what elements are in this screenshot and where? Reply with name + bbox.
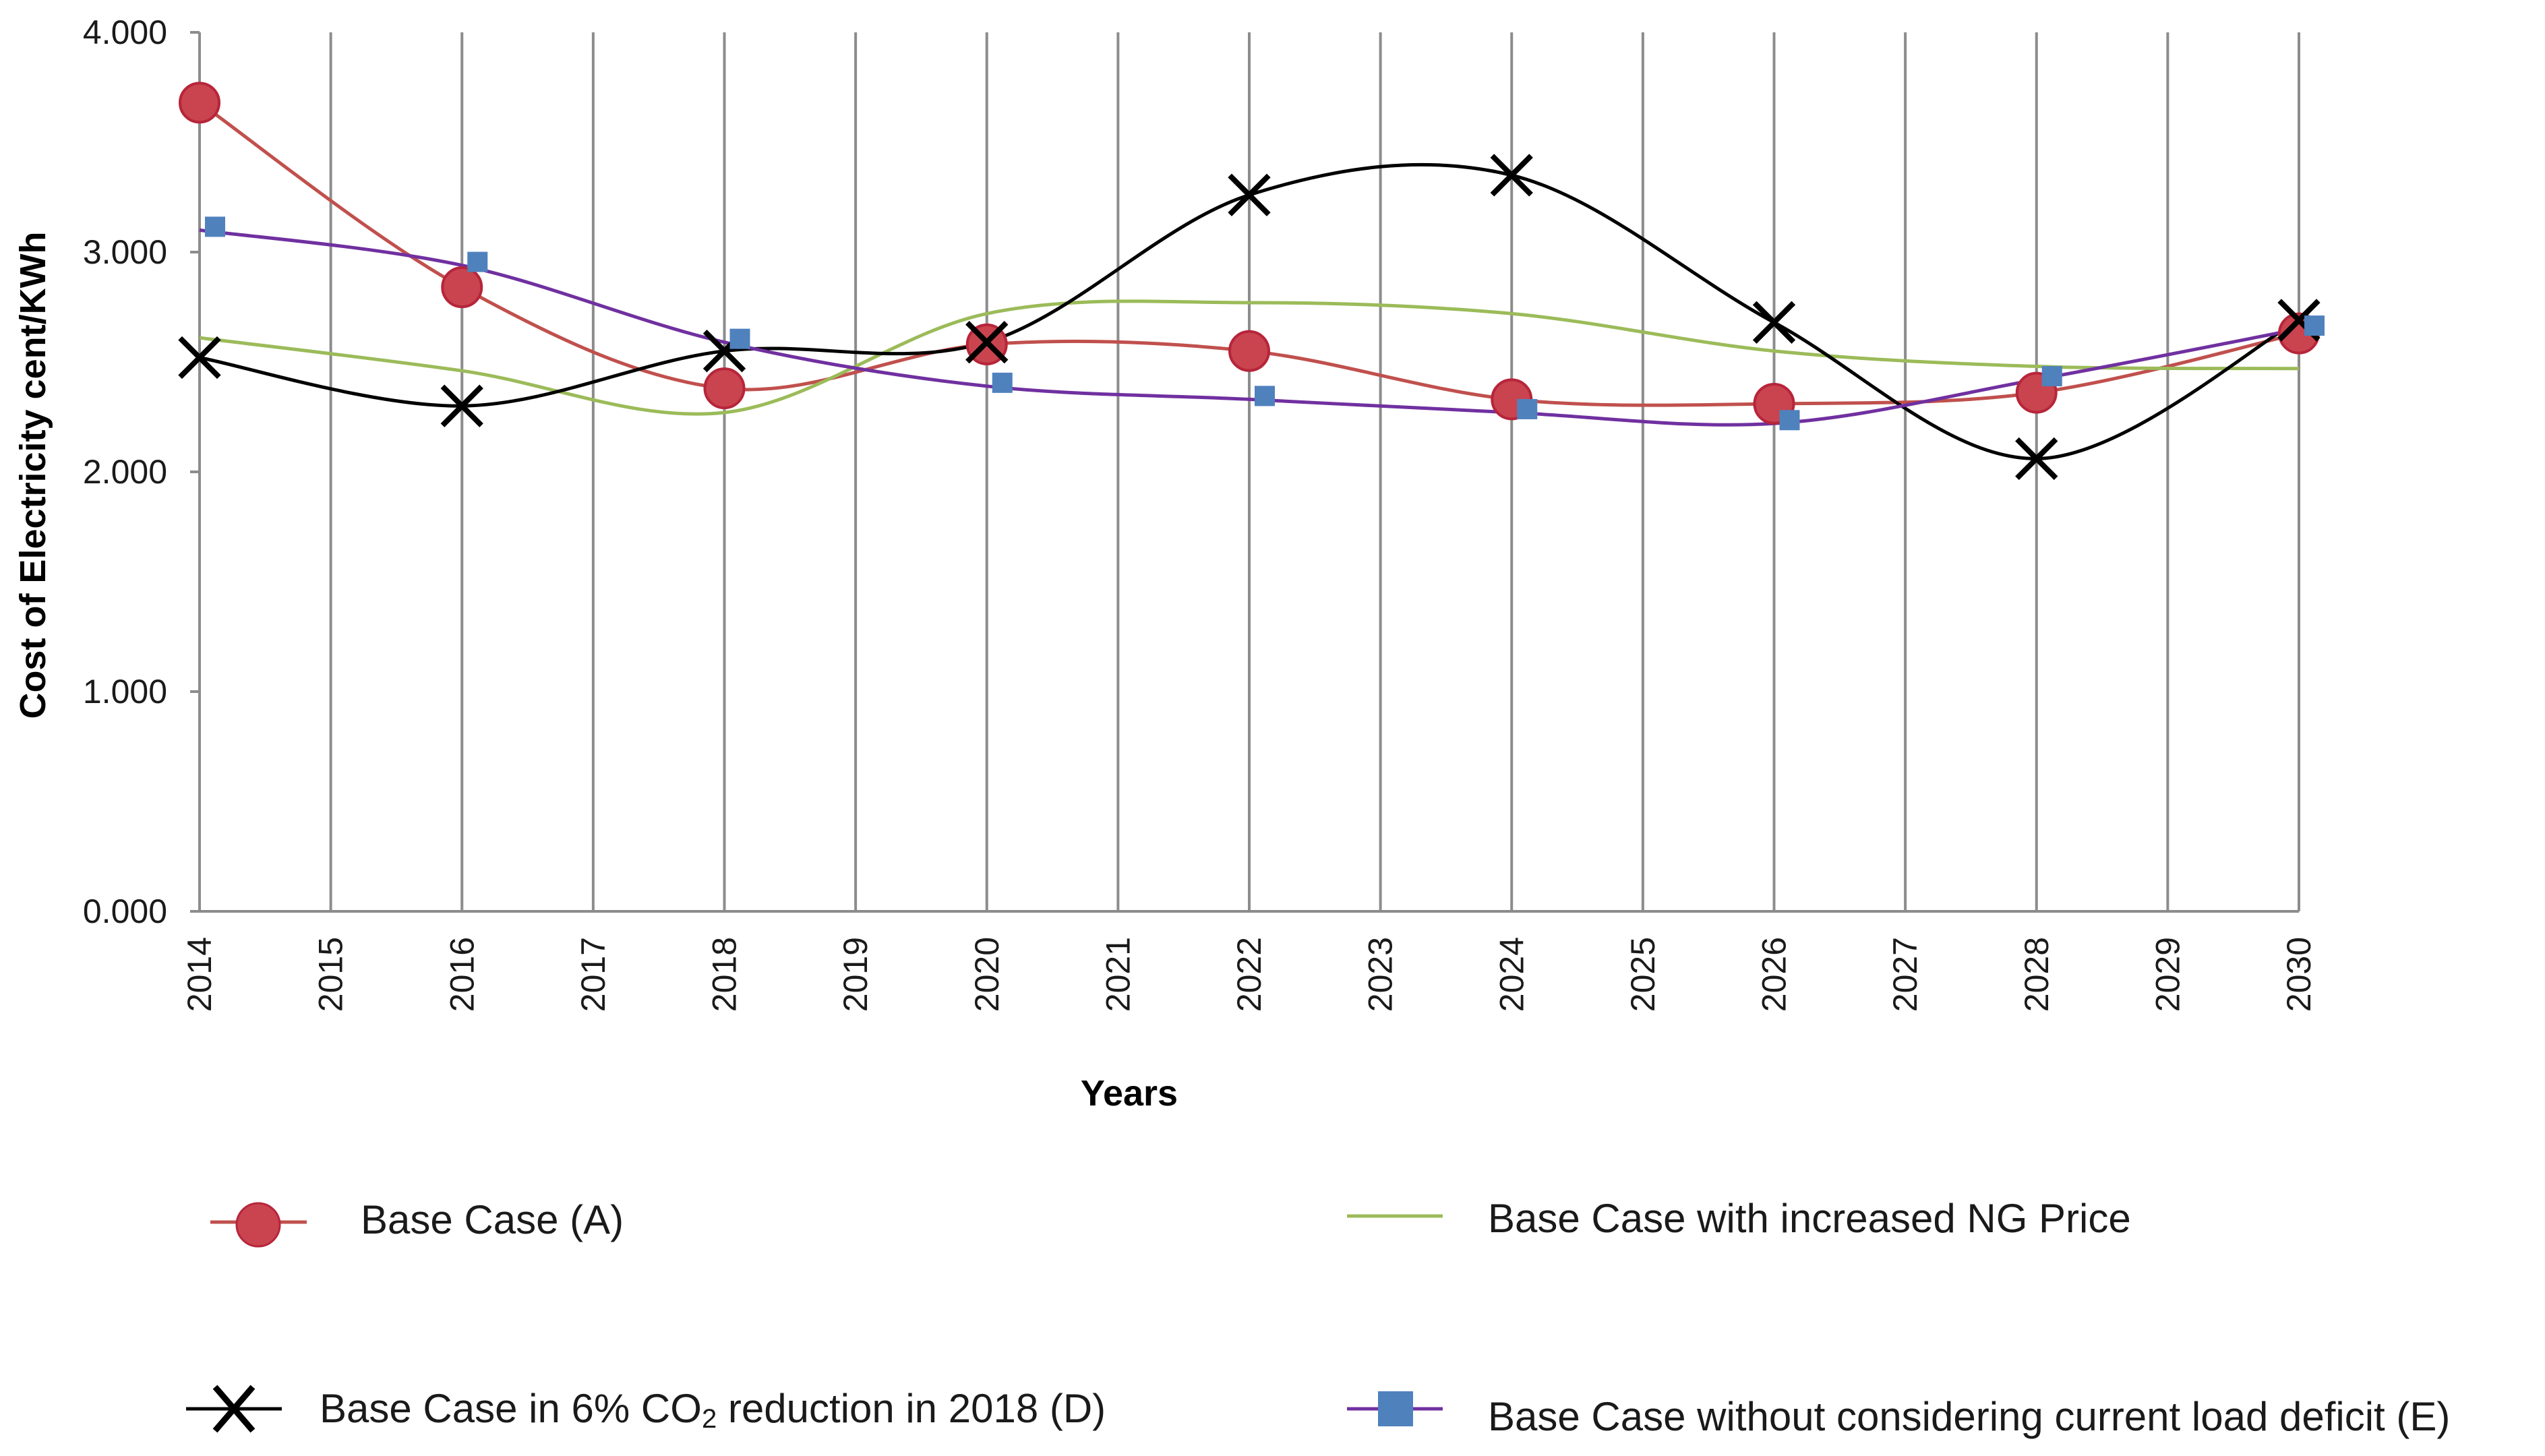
data-point [1752, 301, 1796, 344]
x-tick-label: 2030 [2280, 937, 2318, 1012]
legend-swatch-marker [1378, 1391, 1413, 1426]
data-point [1228, 173, 1271, 216]
x-tick-label: 2018 [706, 937, 744, 1012]
series-line [199, 299, 2300, 416]
y-tick-labels: 0.000 1.000 2.000 3.000 4.000 [83, 13, 167, 930]
x-tick-label: 2021 [1099, 937, 1137, 1012]
legend-label: Base Case (A) [361, 1197, 624, 1242]
x-tick-label: 2017 [574, 937, 612, 1012]
legend-label: Base Case with increased NG Price [1488, 1196, 2131, 1241]
axes [190, 31, 2299, 913]
data-point [1779, 410, 1800, 431]
data-point [205, 216, 225, 237]
x-tick-label: 2019 [837, 937, 874, 1012]
x-tick-label: 2024 [1493, 937, 1530, 1012]
legend-label: Base Case without considering current lo… [1488, 1394, 2450, 1439]
x-tick-label: 2027 [1886, 937, 1924, 1012]
data-point [440, 384, 483, 427]
data-point [703, 367, 746, 410]
data-point [1490, 154, 1533, 197]
data-point [1228, 330, 1270, 372]
data-point [729, 328, 750, 349]
data-point [1255, 386, 1275, 406]
series-markers [178, 82, 2325, 481]
x-tick-labels: 2014 2015 2016 2017 2018 2019 2020 2021 2022 2023… [181, 937, 2318, 1012]
x-tick-label: 2028 [2018, 937, 2056, 1012]
data-point [1517, 398, 1538, 419]
y-tick-label: 0.000 [83, 892, 167, 930]
data-point [2041, 366, 2062, 387]
x-tick-label: 2020 [968, 937, 1006, 1012]
x-tick-label: 2025 [1624, 937, 1662, 1012]
series-line [199, 228, 2300, 427]
data-point [467, 251, 488, 272]
y-tick-label: 1.000 [83, 673, 167, 710]
y-tick-label: 2.000 [83, 453, 167, 491]
x-tick-label: 2026 [1756, 937, 1793, 1012]
y-tick-label: 4.000 [83, 13, 167, 51]
data-point [2015, 437, 2058, 481]
legend-swatch-marker [212, 1385, 256, 1433]
data-point [179, 82, 220, 124]
x-tick-label: 2014 [181, 937, 218, 1012]
grid [329, 32, 2300, 911]
legend: Base Case (A) Base Case with increased N… [186, 1196, 2450, 1439]
legend-item-d: Base Case in 6% CO2 reduction in 2018 (D… [186, 1385, 1106, 1434]
legend-item-ng-price: Base Case with increased NG Price [1347, 1196, 2131, 1241]
legend-item-a: Base Case (A) [210, 1197, 624, 1248]
x-tick-label: 2016 [443, 937, 481, 1012]
series-line [199, 162, 2300, 460]
x-axis-title: Years [1081, 1073, 1178, 1114]
data-point [2304, 315, 2325, 336]
data-point [441, 266, 483, 309]
legend-swatch-marker [235, 1202, 281, 1248]
x-tick-label: 2023 [1362, 937, 1400, 1012]
x-tick-label: 2029 [2149, 937, 2186, 1012]
legend-label: Base Case in 6% CO2 reduction in 2018 (D… [320, 1386, 1106, 1434]
x-tick-label: 2015 [312, 937, 350, 1012]
x-tick-label: 2022 [1230, 937, 1268, 1012]
data-point [992, 372, 1013, 393]
y-axis-title: Cost of Electricity cent/KWh [13, 231, 53, 719]
data-point [178, 336, 221, 380]
data-point [965, 321, 1009, 364]
legend-item-e: Base Case without considering current lo… [1347, 1391, 2450, 1439]
y-tick-label: 3.000 [83, 233, 167, 271]
